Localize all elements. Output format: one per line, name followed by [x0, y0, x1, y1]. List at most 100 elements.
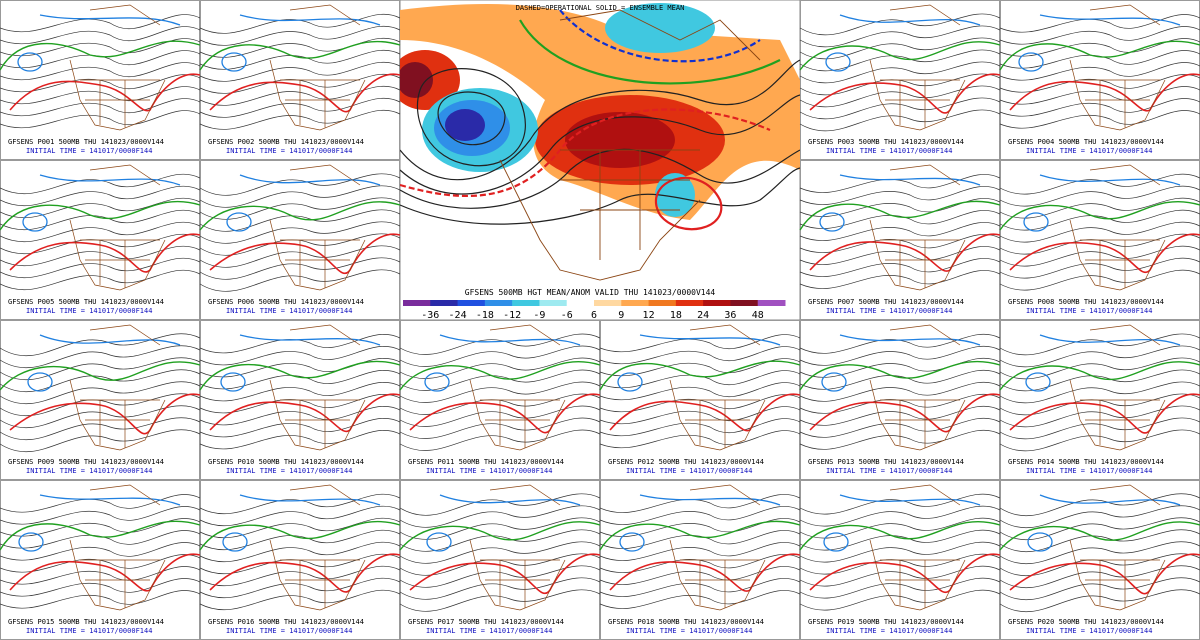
- green-contour: [799, 360, 1001, 391]
- height-contour: [999, 221, 1200, 243]
- height-contour: [999, 405, 1200, 428]
- height-contour: [999, 245, 1200, 267]
- green-contour: [199, 360, 401, 391]
- height-contours: [399, 59, 801, 225]
- height-contour: [0, 269, 201, 290]
- member-initial-time: INITIAL TIME = 141017/0000F144: [826, 307, 952, 315]
- height-contour: [0, 221, 201, 242]
- height-contour: [0, 506, 201, 525]
- height-contour: [199, 429, 401, 450]
- height-contour: [799, 270, 1001, 289]
- blue-contour: [439, 494, 581, 506]
- height-contour: [999, 86, 1200, 105]
- coastline: [669, 484, 766, 611]
- height-contour: [799, 97, 1001, 120]
- red-contour: [609, 553, 801, 592]
- member-title: GFSENS P004 500MB THU 141023/0000V144: [1008, 138, 1164, 146]
- member-panel: GFSENS P017 500MB THU 141023/0000V144INI…: [399, 480, 601, 640]
- height-contour: [999, 417, 1200, 440]
- height-contour: [999, 110, 1200, 129]
- colorbar-swatch: [566, 300, 595, 306]
- colorbar-label: -36: [421, 310, 439, 321]
- height-contour: [199, 381, 401, 402]
- height-contour: [0, 578, 201, 597]
- height-contour: [399, 565, 601, 588]
- height-contour: [599, 406, 801, 425]
- height-contour: [199, 185, 401, 208]
- colorbar-swatch: [403, 300, 431, 306]
- member-title: GFSENS P014 500MB THU 141023/0000V144: [1008, 458, 1164, 466]
- height-contour: [999, 565, 1200, 589]
- coastline: [869, 324, 966, 451]
- colorbar-swatch: [430, 300, 459, 306]
- member-panel: GFSENS P008 500MB THU 141023/0000V144INI…: [999, 160, 1200, 320]
- height-contour: [999, 541, 1200, 565]
- member-initial-time: INITIAL TIME = 141017/0000F144: [26, 467, 152, 475]
- red-contour: [409, 393, 601, 434]
- coastline: [1069, 484, 1166, 611]
- blue-contour: [1039, 174, 1181, 186]
- height-contour: [799, 493, 1001, 515]
- member-title: GFSENS P016 500MB THU 141023/0000V144: [208, 618, 364, 626]
- red-contour: [9, 393, 201, 435]
- height-contour: [199, 49, 401, 70]
- height-contour: [999, 197, 1200, 219]
- green-contour: [999, 521, 1200, 551]
- height-contour: [799, 405, 1001, 426]
- colorbar-swatch: [675, 300, 704, 306]
- height-contour: [799, 210, 1001, 229]
- height-contour: [0, 345, 201, 369]
- green-contour: [0, 200, 201, 231]
- height-contour: [199, 417, 401, 438]
- height-contour: [399, 429, 601, 451]
- red-contour: [209, 553, 401, 593]
- member-panel: GFSENS P009 500MB THU 141023/0000V144INI…: [0, 320, 201, 480]
- low-contour: [222, 532, 248, 552]
- blue-contour: [639, 334, 781, 346]
- height-contour: [799, 517, 1001, 539]
- height-contour: [799, 109, 1001, 132]
- low-contour: [424, 372, 450, 392]
- colorbar-label: 18: [670, 310, 682, 321]
- colorbar-swatch: [621, 300, 650, 306]
- low-contour: [617, 372, 643, 392]
- green-contour: [599, 520, 801, 551]
- height-contour: [199, 333, 401, 354]
- height-contour: [799, 381, 1001, 402]
- colorbar-label: 12: [643, 310, 655, 321]
- height-contour: [199, 257, 401, 280]
- colorbar-swatch: [730, 300, 759, 306]
- coastline: [469, 324, 566, 451]
- colorbar-label: 9: [618, 310, 624, 321]
- height-contour: [799, 577, 1001, 599]
- coastline: [869, 164, 966, 291]
- blue-contour: [839, 334, 981, 346]
- blue-contour: [239, 494, 381, 506]
- height-contour: [0, 530, 201, 549]
- height-contour: [599, 578, 801, 597]
- low-contour: [823, 532, 849, 552]
- low-contour: [220, 372, 246, 392]
- height-contour: [599, 430, 801, 449]
- member-initial-time: INITIAL TIME = 141017/0000F144: [1026, 467, 1152, 475]
- coastline: [269, 164, 366, 291]
- height-contour: [799, 85, 1001, 108]
- coastline: [869, 4, 966, 131]
- red-contour: [1009, 233, 1200, 274]
- green-contour: [199, 201, 401, 231]
- coastline: [869, 484, 966, 611]
- low-contour: [1023, 212, 1049, 232]
- member-title: GFSENS P018 500MB THU 141023/0000V144: [608, 618, 764, 626]
- low-contour: [426, 532, 452, 552]
- height-contour: [999, 50, 1200, 69]
- member-title: GFSENS P020 500MB THU 141023/0000V144: [1008, 618, 1164, 626]
- height-contour: [0, 173, 201, 194]
- height-contour: [199, 405, 401, 426]
- height-contour: [399, 345, 601, 367]
- height-contour: [599, 506, 801, 525]
- member-panel: GFSENS P020 500MB THU 141023/0000V144INI…: [999, 480, 1200, 640]
- blue-contour: [239, 174, 381, 186]
- green-contour: [599, 360, 801, 391]
